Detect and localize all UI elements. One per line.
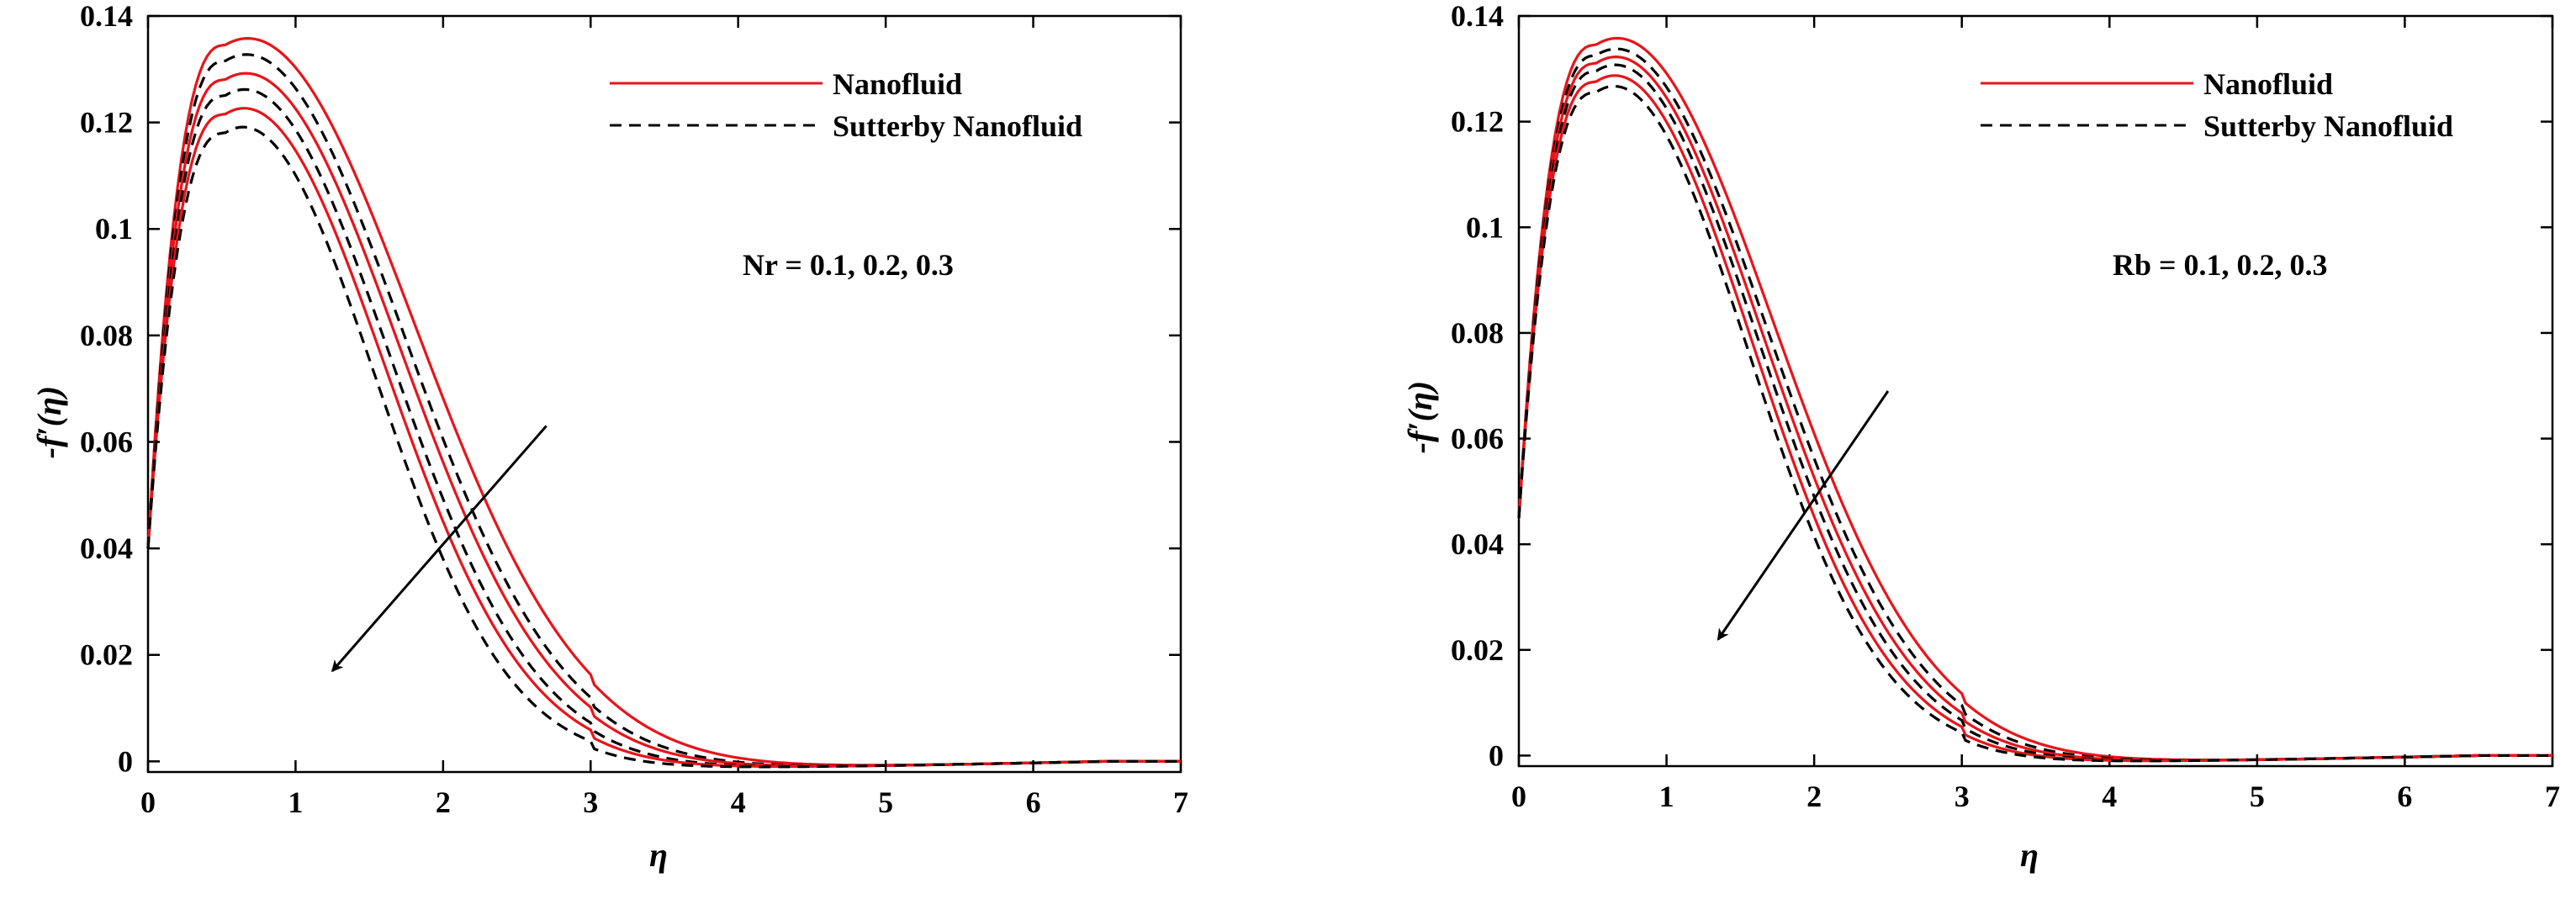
x-tick-label: 1 [288,785,303,819]
x-tick-label: 4 [731,785,746,819]
chart-panel-left: 0 1 2 3 4 5 6 7 0 0.02 0.04 0.06 0.08 0.… [30,0,1188,874]
y-tick-label: 0.1 [95,212,133,246]
x-tick-label: 5 [878,785,893,819]
axes-frame [146,14,1182,774]
y-axis-label: -f′(η) [30,386,68,458]
plot-area [1517,14,2554,768]
x-tick-label: 5 [2250,780,2265,813]
series-line [146,125,1181,769]
series-line [1517,74,2552,763]
y-tick-label: 0 [1489,738,1504,772]
y-tick-label: 0.06 [1451,422,1504,456]
x-tick-label: 2 [1806,780,1822,813]
x-tick-label: 7 [2545,780,2560,813]
series-line [146,71,1181,768]
y-tick-label: 0.1 [1466,210,1504,244]
x-tick-label: 7 [1173,785,1188,819]
x-tick-label: 2 [436,785,451,819]
series-line [1517,56,2552,762]
x-axis-label: η [2020,836,2039,874]
x-tick-label: 4 [2102,780,2117,813]
parameter-annotation: Rb = 0.1, 0.2, 0.3 [2113,248,2328,282]
x-tick-labels: 0 1 2 3 4 5 6 7 [140,785,1188,819]
x-tick-label: 3 [1954,780,1970,813]
series-line [1517,63,2552,763]
x-tick-label: 6 [1026,785,1041,819]
legend-label-sutterby: Sutterby Nanofluid [2203,109,2453,143]
y-tick-label: 0.12 [1451,105,1504,139]
y-tick-label: 0.14 [1451,0,1504,33]
y-tick-label: 0.06 [80,425,133,458]
y-axis-label: -f′(η) [1401,381,1439,453]
x-tick-label: 3 [583,785,598,819]
trend-arrow [331,425,547,673]
legend: Nanofluid Sutterby Nanofluid [610,67,1082,143]
series-line [1517,47,2552,762]
x-axis-label: η [649,836,668,874]
x-tick-label: 0 [1511,780,1526,813]
y-tick-label: 0.12 [80,106,133,140]
y-tick-label: 0 [118,744,133,778]
legend-label-sutterby: Sutterby Nanofluid [833,109,1082,143]
series-line [1517,36,2552,762]
x-tick-label: 1 [1659,780,1674,813]
series-line [146,87,1181,768]
legend-label-nanofluid: Nanofluid [2203,67,2333,101]
x-tick-label: 0 [140,785,156,819]
y-tick-labels: 0 0.02 0.04 0.06 0.08 0.1 0.12 0.14 [1451,0,1504,772]
x-tick-label: 6 [2397,780,2412,813]
legend: Nanofluid Sutterby Nanofluid [1981,67,2453,143]
y-tick-label: 0.02 [80,638,133,672]
x-tick-labels: 0 1 2 3 4 5 6 7 [1511,780,2560,813]
y-tick-label: 0.08 [1451,316,1504,350]
y-tick-labels: 0 0.02 0.04 0.06 0.08 0.1 0.12 0.14 [80,0,133,778]
y-tick-label: 0.08 [80,319,133,352]
series-line [146,107,1181,769]
legend-label-nanofluid: Nanofluid [833,67,962,101]
series-line [146,37,1181,767]
parameter-annotation: Nr = 0.1, 0.2, 0.3 [743,248,954,282]
y-tick-label: 0.14 [80,0,133,33]
plot-area [146,14,1182,774]
y-tick-label: 0.04 [80,531,133,565]
y-tick-label: 0.04 [1451,527,1504,561]
series-line [1517,84,2552,763]
chart-panel-right: 0 1 2 3 4 5 6 7 0 0.02 0.04 0.06 0.08 0.… [1401,0,2560,874]
y-tick-label: 0.02 [1451,633,1504,667]
axes-frame [1517,14,2554,768]
trend-arrow [1716,390,1890,641]
